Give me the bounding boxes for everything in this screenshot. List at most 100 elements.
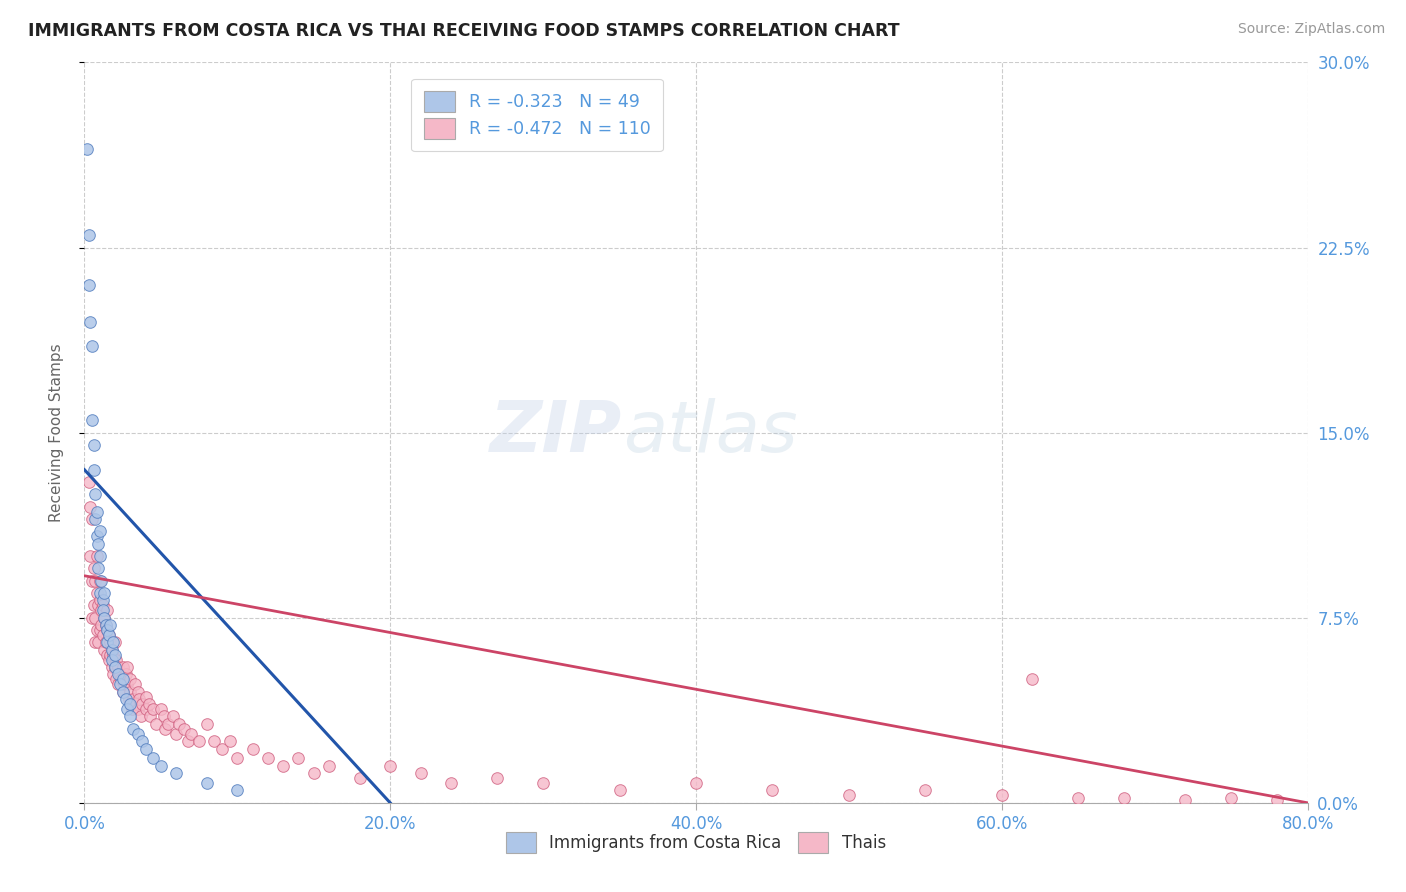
Point (188, 734, 211, 748)
Point (127, 727, 149, 741)
Point (107, 660, 129, 674)
Point (97, 628, 120, 642)
Point (104, 660, 127, 674)
Point (87, 635, 110, 649)
Point (93, 586, 115, 600)
Point (80, 574, 103, 588)
Y-axis label: Receiving Food Stamps: Receiving Food Stamps (49, 343, 63, 522)
Point (114, 692, 136, 706)
Point (104, 635, 127, 649)
Point (84, 635, 107, 649)
Point (91, 599, 114, 613)
Point (153, 709, 176, 723)
Point (914, 783, 936, 797)
Point (131, 734, 153, 748)
Point (90, 603, 112, 617)
Point (98, 648, 121, 662)
Point (87, 599, 110, 613)
Point (89, 524, 111, 539)
Point (1114, 790, 1136, 805)
Point (125, 697, 148, 711)
Point (80, 339, 103, 353)
Point (380, 758, 402, 772)
Point (97, 653, 120, 667)
Point (1220, 790, 1243, 805)
Point (115, 677, 138, 691)
Point (105, 673, 128, 687)
Point (103, 648, 125, 662)
Point (131, 697, 153, 711)
Point (103, 667, 125, 681)
Point (129, 709, 152, 723)
Point (89, 574, 111, 588)
Point (173, 722, 195, 736)
Point (86, 549, 108, 563)
Point (83, 599, 105, 613)
Point (609, 783, 631, 797)
Point (80, 512, 103, 526)
Point (149, 702, 172, 716)
Point (101, 660, 124, 674)
Point (79, 500, 101, 514)
Point (349, 771, 371, 785)
Point (162, 709, 184, 723)
Point (84, 574, 107, 588)
Point (1067, 790, 1090, 805)
Point (111, 673, 134, 687)
Point (104, 648, 127, 662)
Point (108, 667, 131, 681)
Point (89, 586, 111, 600)
Point (98, 635, 121, 649)
Point (180, 727, 202, 741)
Point (79, 549, 101, 563)
Point (111, 660, 134, 674)
Point (87, 561, 110, 575)
Point (145, 716, 167, 731)
Point (111, 685, 134, 699)
Point (167, 716, 190, 731)
Point (157, 716, 180, 731)
Point (87, 536, 110, 550)
Point (80, 413, 103, 427)
Point (127, 702, 149, 716)
Point (211, 741, 233, 756)
Point (138, 697, 160, 711)
Point (761, 783, 783, 797)
Point (105, 653, 128, 667)
Point (83, 462, 105, 476)
Point (96, 623, 118, 637)
Point (302, 766, 325, 780)
Point (112, 677, 135, 691)
Point (409, 766, 432, 780)
Point (107, 667, 129, 681)
Point (101, 642, 124, 657)
Point (77, 228, 100, 243)
Point (86, 586, 108, 600)
Point (120, 709, 142, 723)
Point (318, 758, 340, 772)
Point (84, 610, 107, 624)
Legend: Immigrants from Costa Rica, Thais: Immigrants from Costa Rica, Thais (498, 824, 894, 861)
Point (121, 702, 143, 716)
Point (139, 709, 162, 723)
Point (118, 692, 141, 706)
Point (96, 603, 118, 617)
Point (195, 776, 218, 790)
Text: Source: ZipAtlas.com: Source: ZipAtlas.com (1237, 22, 1385, 37)
Point (107, 677, 129, 691)
Point (114, 667, 136, 681)
Point (91, 628, 114, 642)
Point (242, 741, 264, 756)
Text: ZIP: ZIP (491, 398, 623, 467)
Point (89, 549, 111, 563)
Point (90, 618, 112, 632)
Point (486, 771, 509, 785)
Text: atlas: atlas (623, 398, 797, 467)
Point (79, 314, 101, 328)
Point (93, 610, 115, 624)
Point (165, 766, 187, 780)
Point (90, 574, 112, 588)
Point (80, 610, 103, 624)
Point (257, 751, 280, 765)
Point (440, 776, 463, 790)
